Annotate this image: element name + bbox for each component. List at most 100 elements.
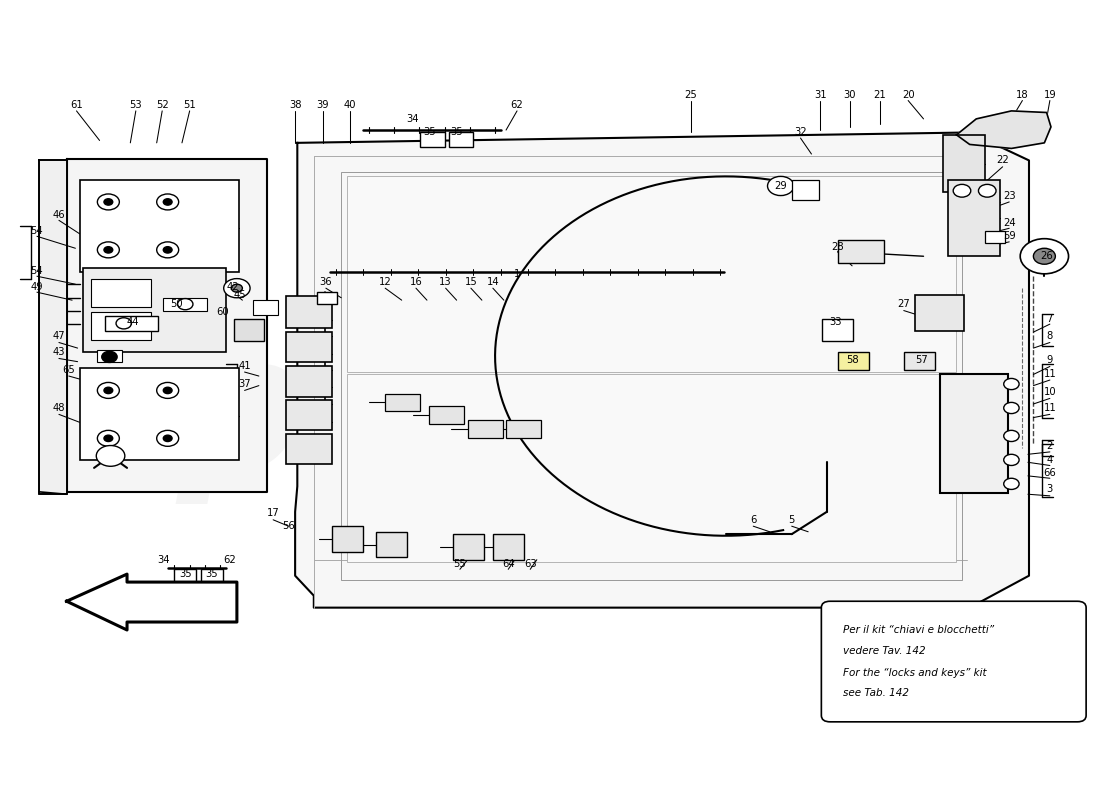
Text: 56: 56: [283, 521, 295, 531]
Bar: [838, 352, 869, 370]
Text: epa: epa: [56, 328, 429, 504]
Bar: [253, 300, 277, 314]
Circle shape: [163, 198, 172, 205]
Text: 37: 37: [239, 379, 251, 389]
Text: 2: 2: [1047, 442, 1053, 451]
Text: 11: 11: [1044, 403, 1056, 413]
Text: 10: 10: [1044, 387, 1056, 397]
Bar: [233, 318, 264, 341]
Bar: [317, 292, 337, 304]
Circle shape: [163, 435, 172, 442]
Text: 28: 28: [832, 242, 844, 252]
Bar: [286, 366, 332, 397]
Text: 30: 30: [844, 90, 856, 100]
Bar: [91, 278, 151, 306]
Text: 21: 21: [873, 90, 886, 100]
Text: 53: 53: [130, 99, 142, 110]
Circle shape: [1003, 402, 1019, 414]
Text: 25: 25: [684, 90, 697, 100]
Circle shape: [102, 351, 117, 362]
Text: 34: 34: [406, 114, 419, 124]
Text: 41: 41: [239, 362, 251, 371]
Circle shape: [768, 176, 794, 195]
Circle shape: [104, 246, 113, 253]
Bar: [286, 296, 332, 328]
Text: 35: 35: [179, 569, 191, 579]
Circle shape: [177, 298, 192, 310]
Text: 27: 27: [898, 299, 910, 309]
Bar: [944, 135, 986, 192]
Bar: [385, 394, 420, 411]
Text: 66: 66: [1044, 469, 1056, 478]
Bar: [163, 298, 207, 310]
Bar: [106, 316, 157, 330]
Bar: [453, 534, 484, 560]
Text: 32: 32: [794, 127, 806, 138]
Bar: [948, 180, 1000, 256]
Text: 19: 19: [1044, 90, 1056, 100]
Bar: [823, 318, 854, 341]
Circle shape: [163, 387, 172, 394]
Text: 64: 64: [502, 558, 515, 569]
Circle shape: [98, 430, 119, 446]
Text: 62: 62: [223, 554, 235, 565]
Circle shape: [98, 194, 119, 210]
Text: 51: 51: [184, 99, 196, 110]
Circle shape: [1020, 238, 1068, 274]
Bar: [792, 180, 820, 200]
Text: 18: 18: [1016, 90, 1028, 100]
Text: 40: 40: [344, 99, 356, 110]
Circle shape: [98, 382, 119, 398]
Text: 55: 55: [453, 558, 466, 569]
Text: 17: 17: [267, 509, 279, 518]
Polygon shape: [40, 161, 67, 494]
Bar: [332, 526, 363, 552]
Text: 9: 9: [1047, 355, 1053, 365]
Bar: [80, 368, 239, 460]
Circle shape: [163, 246, 172, 253]
Text: 3: 3: [1047, 485, 1053, 494]
Text: 12: 12: [378, 277, 392, 287]
Text: see Tab. 142: see Tab. 142: [844, 687, 910, 698]
Bar: [506, 420, 541, 438]
Text: 63: 63: [524, 558, 537, 569]
Bar: [341, 172, 962, 580]
Text: 33: 33: [829, 317, 842, 326]
Text: 48: 48: [53, 403, 65, 413]
Text: For the “locks and keys” kit: For the “locks and keys” kit: [844, 667, 987, 678]
Text: 57: 57: [915, 355, 927, 365]
Text: 36: 36: [320, 277, 332, 287]
Text: 58: 58: [846, 355, 858, 365]
Text: 16: 16: [409, 277, 422, 287]
Text: 46: 46: [53, 210, 65, 220]
Polygon shape: [67, 574, 236, 630]
Circle shape: [979, 184, 996, 197]
Circle shape: [1003, 378, 1019, 390]
Bar: [468, 420, 503, 438]
Text: 24: 24: [1003, 218, 1015, 228]
Text: 50: 50: [170, 299, 183, 309]
Text: 8: 8: [1047, 331, 1053, 341]
Text: 7: 7: [1047, 314, 1053, 323]
Text: Per il kit “chiavi e blocchetti”: Per il kit “chiavi e blocchetti”: [844, 626, 994, 635]
Polygon shape: [67, 159, 266, 492]
Bar: [986, 230, 1004, 242]
Text: 61: 61: [70, 99, 82, 110]
Circle shape: [116, 318, 131, 329]
Bar: [200, 570, 222, 582]
Bar: [98, 350, 121, 362]
Bar: [91, 312, 151, 340]
Text: 15: 15: [464, 277, 477, 287]
Bar: [904, 352, 935, 370]
Bar: [429, 406, 464, 424]
Polygon shape: [295, 133, 1028, 608]
Circle shape: [97, 446, 124, 466]
Text: 1: 1: [514, 269, 520, 279]
Polygon shape: [957, 111, 1050, 149]
Circle shape: [104, 387, 113, 394]
Bar: [838, 240, 884, 262]
Circle shape: [104, 198, 113, 205]
Bar: [493, 534, 524, 560]
Bar: [940, 374, 1008, 493]
Circle shape: [98, 242, 119, 258]
